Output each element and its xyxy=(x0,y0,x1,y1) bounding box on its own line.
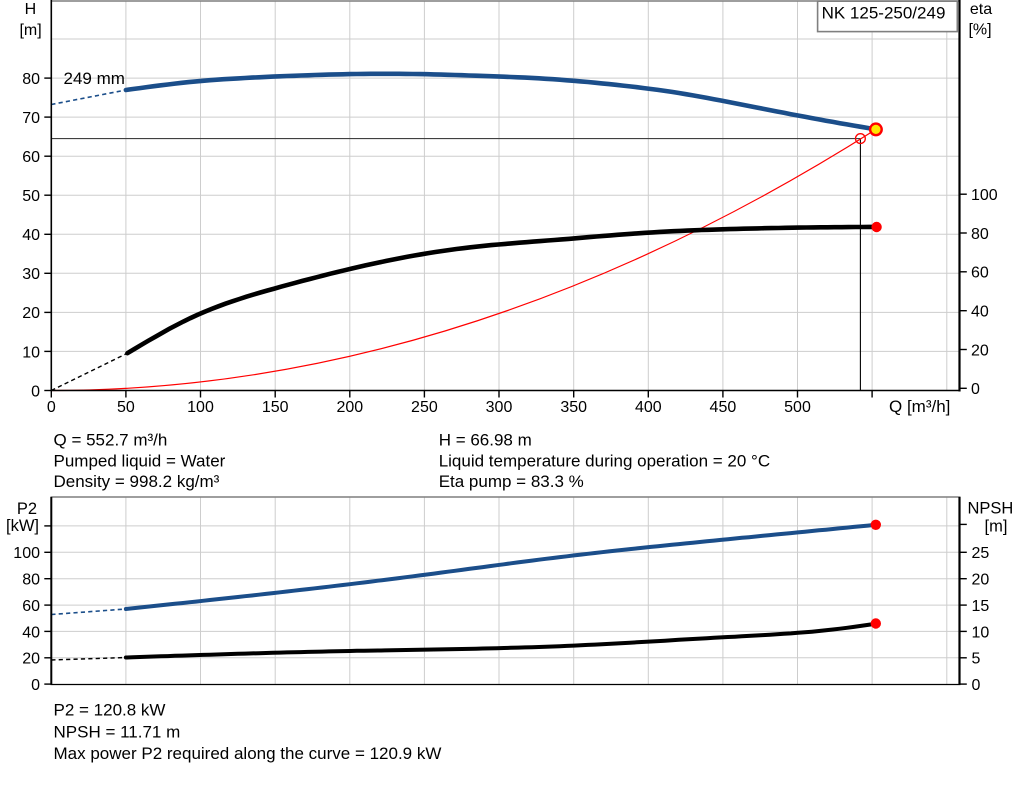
svg-text:80: 80 xyxy=(22,572,40,589)
svg-text:Eta pump = 83.3 %: Eta pump = 83.3 % xyxy=(439,472,584,491)
svg-text:20: 20 xyxy=(22,651,40,668)
svg-text:249 mm: 249 mm xyxy=(64,69,125,88)
svg-text:350: 350 xyxy=(560,399,587,416)
svg-text:H = 66.98 m: H = 66.98 m xyxy=(439,431,532,450)
svg-text:40: 40 xyxy=(22,227,40,244)
svg-text:0: 0 xyxy=(972,677,981,694)
svg-text:20: 20 xyxy=(972,572,990,589)
svg-text:0: 0 xyxy=(31,383,40,400)
svg-text:10: 10 xyxy=(22,344,40,361)
svg-text:0: 0 xyxy=(971,381,980,398)
svg-text:30: 30 xyxy=(22,266,40,283)
svg-text:60: 60 xyxy=(22,598,40,615)
svg-text:200: 200 xyxy=(336,399,363,416)
svg-text:20: 20 xyxy=(22,305,40,322)
svg-text:10: 10 xyxy=(972,624,990,641)
svg-text:50: 50 xyxy=(117,399,135,416)
svg-text:Q [m³/h]: Q [m³/h] xyxy=(889,397,950,416)
svg-text:100: 100 xyxy=(187,399,214,416)
svg-text:0: 0 xyxy=(31,677,40,694)
svg-text:150: 150 xyxy=(262,399,289,416)
svg-text:450: 450 xyxy=(710,399,737,416)
svg-text:eta: eta xyxy=(970,1,992,18)
svg-text:P2: P2 xyxy=(17,500,37,518)
svg-text:[m]: [m] xyxy=(985,518,1008,536)
svg-text:300: 300 xyxy=(486,399,513,416)
svg-text:500: 500 xyxy=(784,399,811,416)
svg-text:40: 40 xyxy=(22,624,40,641)
svg-text:[m]: [m] xyxy=(19,22,41,39)
svg-text:[%]: [%] xyxy=(968,22,991,39)
svg-text:60: 60 xyxy=(22,149,40,166)
svg-text:[kW]: [kW] xyxy=(6,517,39,535)
svg-text:NPSH = 11.71 m: NPSH = 11.71 m xyxy=(54,722,181,741)
svg-text:80: 80 xyxy=(971,226,989,243)
svg-text:15: 15 xyxy=(972,598,990,615)
svg-text:0: 0 xyxy=(47,399,56,416)
svg-text:Liquid temperature during oper: Liquid temperature during operation = 20… xyxy=(439,451,770,470)
svg-text:P2 = 120.8 kW: P2 = 120.8 kW xyxy=(54,701,166,720)
svg-text:50: 50 xyxy=(22,188,40,205)
svg-text:Q = 552.7 m³/h: Q = 552.7 m³/h xyxy=(54,431,168,450)
svg-text:25: 25 xyxy=(972,545,990,562)
svg-text:80: 80 xyxy=(22,71,40,88)
svg-text:100: 100 xyxy=(971,187,998,204)
svg-text:NK 125-250/249: NK 125-250/249 xyxy=(822,3,946,22)
svg-text:100: 100 xyxy=(13,545,40,562)
svg-text:NPSH: NPSH xyxy=(968,500,1014,518)
svg-text:H: H xyxy=(25,1,37,18)
svg-text:70: 70 xyxy=(22,110,40,127)
svg-text:Pumped liquid = Water: Pumped liquid = Water xyxy=(54,451,226,470)
svg-text:5: 5 xyxy=(972,651,981,668)
svg-text:40: 40 xyxy=(971,304,989,321)
svg-text:250: 250 xyxy=(411,399,438,416)
svg-text:Max power P2 required along th: Max power P2 required along the curve = … xyxy=(54,744,442,763)
svg-text:60: 60 xyxy=(971,265,989,282)
svg-text:Density = 998.2 kg/m³: Density = 998.2 kg/m³ xyxy=(54,472,220,491)
svg-text:20: 20 xyxy=(971,342,989,359)
svg-text:400: 400 xyxy=(635,399,662,416)
